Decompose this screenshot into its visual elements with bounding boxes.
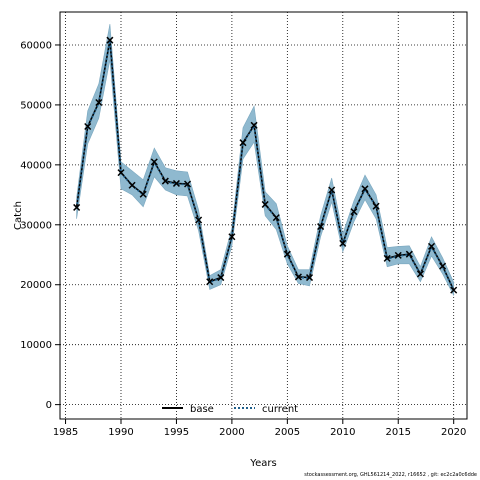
legend-base-label: base	[190, 404, 214, 415]
observed-point	[361, 185, 369, 193]
observed-point	[339, 239, 347, 247]
legend: base current	[162, 404, 298, 415]
observed-point	[283, 250, 291, 258]
observed-point	[195, 216, 203, 224]
observed-point	[139, 190, 147, 198]
y-axis-ticks: 0 10000 20000 30000 40000 50000 60000	[20, 40, 60, 411]
y-tick-label: 20000	[20, 280, 52, 291]
plot-frame	[59, 11, 468, 420]
observed-point	[95, 98, 103, 107]
observed-point	[328, 186, 336, 194]
x-tick-label: 2020	[441, 427, 466, 438]
x-axis-title: Years	[249, 458, 276, 469]
observed-point	[416, 270, 424, 278]
observed-point	[427, 242, 436, 250]
observed-point	[117, 169, 125, 177]
x-tick-label: 1990	[108, 427, 133, 438]
observed-point	[372, 202, 380, 210]
y-axis-title: Catch	[13, 201, 24, 230]
observed-point	[405, 250, 413, 258]
observed-point	[184, 180, 192, 188]
y-tick-label: 30000	[20, 220, 52, 231]
observed-point	[383, 254, 391, 262]
footer-credit: stockassessment.org, GHL561214_2022, r16…	[304, 472, 477, 478]
observed-point	[261, 200, 269, 208]
observed-point	[228, 233, 236, 241]
observed-point	[128, 181, 136, 189]
series-line-current	[75, 40, 455, 292]
observed-point	[305, 274, 314, 282]
observed-point	[450, 286, 458, 294]
observed-point	[73, 203, 81, 211]
y-tick-label: 10000	[20, 340, 52, 351]
x-tick-label: 2005	[275, 427, 300, 438]
observed-point	[272, 214, 280, 222]
y-tick-label: 40000	[20, 160, 52, 171]
observed-point	[217, 274, 225, 282]
legend-current-label: current	[262, 404, 298, 415]
observed-point	[250, 121, 258, 129]
observed-point	[350, 208, 358, 216]
observed-point	[294, 273, 302, 281]
x-tick-label: 2015	[386, 427, 411, 438]
y-tick-label: 60000	[20, 40, 52, 51]
x-tick-label: 2000	[219, 427, 244, 438]
x-axis-ticks: 1985 1990 1995 2000 2005 2010 2015 2020	[53, 419, 466, 438]
grid-lines	[60, 12, 467, 419]
observed-points	[73, 36, 458, 294]
observed-point	[172, 179, 180, 187]
observed-point	[317, 223, 325, 231]
x-tick-label: 1995	[164, 427, 189, 438]
x-tick-label: 1985	[53, 427, 78, 438]
observed-point	[239, 139, 247, 147]
y-tick-label: 50000	[20, 100, 52, 111]
y-tick-label: 0	[46, 400, 52, 411]
x-tick-label: 2010	[330, 427, 355, 438]
observed-point	[439, 262, 447, 270]
observed-point	[84, 122, 92, 131]
observed-point	[150, 158, 158, 166]
observed-point	[161, 177, 169, 185]
observed-point	[206, 278, 214, 286]
observed-point	[106, 36, 114, 44]
observed-point	[394, 251, 402, 259]
